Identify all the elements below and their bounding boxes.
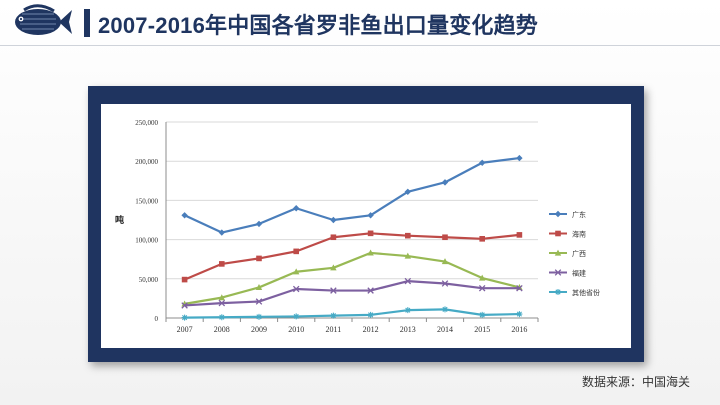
data-point — [516, 311, 523, 318]
series-line-2 — [184, 251, 520, 305]
data-point — [442, 306, 448, 313]
series-line-0 — [184, 156, 520, 234]
data-point — [441, 258, 449, 265]
data-point — [181, 276, 188, 283]
x-tick-label: 2008 — [214, 325, 230, 334]
data-point — [367, 230, 374, 237]
y-tick-label: 150,000 — [135, 197, 158, 205]
legend-label: 其他省份 — [572, 288, 600, 297]
data-point — [330, 264, 337, 271]
chart-panel — [101, 104, 631, 348]
y-axis-label: 吨 — [115, 214, 124, 226]
legend-label: 海南 — [572, 230, 586, 239]
legend-marker — [554, 210, 562, 218]
x-tick-label: 2010 — [288, 325, 304, 334]
legend-label: 广东 — [572, 210, 586, 219]
x-tick-label: 2012 — [363, 325, 379, 334]
y-tick-label: 50,000 — [139, 276, 159, 284]
data-point — [255, 298, 263, 305]
data-point — [255, 220, 263, 228]
y-tick-label: 100,000 — [135, 237, 158, 245]
data-point — [479, 159, 486, 166]
data-point — [256, 255, 262, 262]
data-point — [256, 313, 262, 320]
data-point — [255, 284, 263, 291]
data-point — [479, 311, 486, 318]
line-chart: 0 50,000 100,000 150,000 200,000 250,000 2007 2… — [115, 119, 600, 334]
data-point — [442, 234, 448, 241]
data-point — [367, 212, 374, 219]
data-point — [516, 232, 523, 238]
data-point — [367, 287, 374, 294]
data-point — [218, 299, 226, 307]
x-tick-label: 2014 — [437, 325, 453, 334]
data-point — [479, 236, 485, 242]
data-point — [404, 277, 412, 285]
fish-icon — [15, 4, 72, 35]
data-point — [181, 212, 188, 219]
header: 2007-2016年中国各省罗非鱼出口量变化趋势 — [0, 0, 720, 46]
x-tick-label: 2016 — [511, 325, 527, 334]
data-point — [330, 287, 337, 294]
y-tick-label: 0 — [155, 315, 159, 323]
data-point — [479, 274, 486, 281]
series-line-4 — [184, 308, 520, 319]
x-tick-label: 2009 — [251, 325, 267, 334]
legend-marker — [554, 249, 562, 256]
data-point — [404, 188, 411, 195]
title-accent-bar — [84, 9, 90, 37]
data-point — [218, 229, 225, 236]
data-point — [219, 261, 225, 267]
data-point — [367, 249, 374, 256]
legend-label: 福建 — [572, 269, 586, 278]
data-point — [181, 314, 188, 321]
x-tick-label: 2013 — [400, 325, 416, 334]
data-point — [293, 313, 300, 320]
data-point — [218, 294, 225, 301]
series-line-3 — [184, 280, 520, 307]
legend-marker — [555, 289, 561, 295]
y-tick-label: 200,000 — [135, 158, 158, 166]
data-point — [441, 179, 449, 186]
data-point — [405, 232, 411, 239]
page-title: 2007-2016年中国各省罗非鱼出口量变化趋势 — [98, 13, 539, 38]
header-divider — [0, 45, 720, 46]
data-point — [181, 302, 188, 309]
data-point — [441, 280, 449, 287]
data-point — [330, 216, 337, 224]
data-point — [293, 205, 300, 212]
y-tick-label: 250,000 — [135, 119, 158, 127]
data-point — [330, 234, 337, 241]
series-line-1 — [184, 232, 520, 281]
data-point — [367, 311, 374, 318]
x-tick-label: 2011 — [326, 325, 342, 334]
data-point — [330, 312, 337, 319]
data-point — [404, 252, 411, 259]
legend-label: 广西 — [572, 249, 586, 258]
data-source: 数据来源：中国海关 — [581, 375, 690, 389]
x-tick-label: 2007 — [177, 325, 193, 334]
x-tick-label: 2015 — [474, 325, 490, 334]
data-point — [292, 285, 300, 293]
data-point — [516, 284, 523, 292]
data-point — [516, 154, 523, 162]
data-point — [293, 268, 300, 275]
data-point — [404, 307, 411, 314]
data-point — [218, 314, 225, 321]
data-point — [478, 284, 486, 292]
legend-marker — [554, 269, 562, 276]
legend-marker — [555, 230, 561, 237]
data-point — [293, 248, 299, 255]
